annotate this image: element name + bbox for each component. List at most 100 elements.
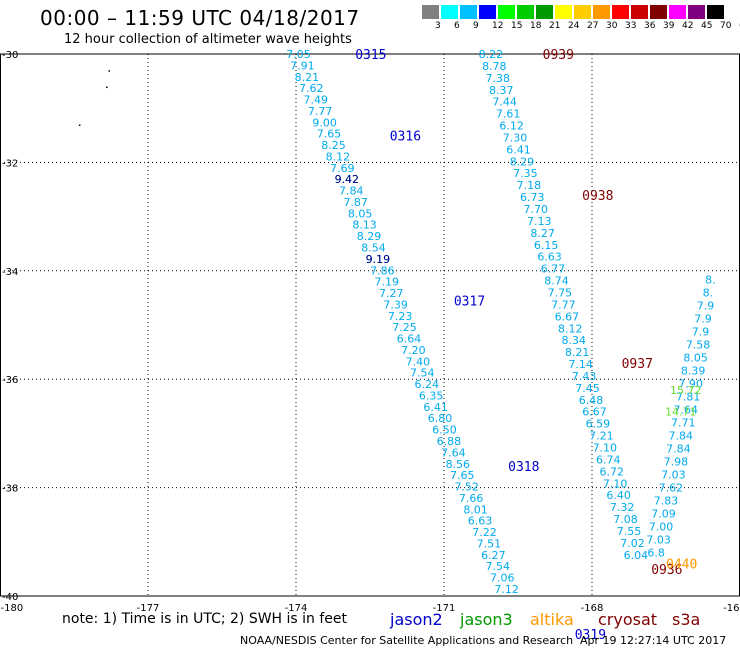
wave-height-label: 7.54 <box>410 367 435 380</box>
wave-height-label: 6.15 <box>534 239 559 252</box>
wave-height-label: 6.04 <box>624 549 649 562</box>
wave-height-label: 8.29 <box>357 230 382 243</box>
wave-height-label: 6.73 <box>520 191 545 204</box>
legend-item-cryosat: cryosat <box>598 610 658 629</box>
scale-label: 42 <box>682 21 694 31</box>
stray-point <box>108 70 111 72</box>
wave-height-label: 6.41 <box>506 143 531 156</box>
wave-height-label: 9.00 <box>312 116 337 129</box>
wave-height-label: 7.21 <box>589 430 614 443</box>
scale-label: 21 <box>549 21 561 31</box>
wave-height-label-high: 9.19 <box>366 253 391 266</box>
scale-swatch <box>631 5 648 19</box>
scale-swatch <box>555 5 572 19</box>
scale-swatch <box>422 5 439 19</box>
pass-time-label: 0318 <box>508 460 539 475</box>
y-tick-label: -40 <box>2 592 18 603</box>
wave-height-label: 8.22 <box>479 48 504 61</box>
wave-height-label: 8.78 <box>482 60 507 73</box>
wave-height-label: 6.8 <box>647 547 665 560</box>
wave-height-label: 7.54 <box>486 560 511 573</box>
wave-height-label: 7.77 <box>551 298 576 311</box>
legend-item-jason3: jason3 <box>460 610 513 629</box>
wave-height-label: 7.18 <box>517 179 542 192</box>
wave-height-label: 6.67 <box>555 310 580 323</box>
scale-label: 33 <box>625 21 637 31</box>
wave-height-label: 6.41 <box>423 401 448 414</box>
scale-label: 18 <box>530 21 542 31</box>
wave-height-label: 7.13 <box>527 215 552 228</box>
legend-item-jason2: jason2 <box>390 610 443 629</box>
wave-height-label-high: 9.42 <box>335 173 360 186</box>
scale-swatch <box>479 5 496 19</box>
wave-height-label: 8.25 <box>321 139 346 152</box>
wave-height-label: 15.72 <box>670 384 702 397</box>
scale-swatch <box>536 5 553 19</box>
scale-swatch <box>650 5 667 19</box>
stray-point <box>78 124 81 126</box>
wave-height-label: 7.81 <box>676 391 701 404</box>
wave-height-label: 8.05 <box>348 207 373 220</box>
wave-height-label: 7.90 <box>678 378 703 391</box>
scale-swatch <box>498 5 515 19</box>
wave-height-label: 6.35 <box>419 389 444 402</box>
wave-height-label: 8.21 <box>295 71 320 84</box>
wave-height-label: 7.9 <box>692 326 710 339</box>
scale-swatch <box>517 5 534 19</box>
wave-height-label: 7.08 <box>613 513 638 526</box>
scale-label: 30 <box>606 21 618 31</box>
legend-item-s3a: s3a <box>672 610 701 629</box>
wave-height-label: 7.55 <box>617 525 642 538</box>
scale-label: 70 <box>720 21 732 31</box>
wave-height-label: 7.38 <box>486 72 511 85</box>
wave-height-label: 7.03 <box>661 469 686 482</box>
wave-height-label: 7.84 <box>339 185 364 198</box>
wave-height-label: 7.64 <box>673 404 698 417</box>
wave-height-label: 7.64 <box>441 446 466 459</box>
x-tick-label: -171 <box>433 603 456 614</box>
credit-text: NOAA/NESDIS Center for Satellite Applica… <box>240 634 574 647</box>
pass-time-label: 0939 <box>543 48 574 63</box>
wave-height-label: 7.25 <box>392 321 417 334</box>
pass-time-label: 0317 <box>454 295 485 310</box>
wave-height-label: 7.12 <box>494 583 519 596</box>
wave-height-label: 6.77 <box>541 263 566 276</box>
wave-height-label: 7.03 <box>646 534 671 547</box>
wave-height-label: 7.23 <box>388 310 413 323</box>
scale-swatch <box>669 5 686 19</box>
wave-height-label: 6.80 <box>428 412 453 425</box>
wave-height-label: 7.77 <box>308 105 333 118</box>
pass-time-label: 0316 <box>390 129 421 144</box>
wave-height-label: 8.13 <box>352 219 377 232</box>
wave-height-label: 7.61 <box>496 108 521 121</box>
wave-height-label: 7.49 <box>303 94 328 107</box>
wave-height-label: 7.87 <box>343 196 368 209</box>
wave-height-label: 8.27 <box>530 227 555 240</box>
wave-height-label: 8. <box>703 286 714 299</box>
wave-height-label: 7.65 <box>317 128 342 141</box>
wave-height-label: 8.56 <box>446 458 471 471</box>
wave-height-label: 8.29 <box>510 155 535 168</box>
wave-height-label: 7.22 <box>472 526 497 539</box>
scale-label: 27 <box>587 21 599 31</box>
y-tick-label: -34 <box>2 267 18 278</box>
wave-height-label: 6.50 <box>432 424 457 437</box>
wave-height-label: 7.65 <box>450 469 475 482</box>
page-title: 00:00 – 11:59 UTC 04/18/2017 <box>40 6 360 30</box>
wave-height-label: 7.44 <box>492 96 517 109</box>
y-tick-label: -38 <box>2 484 18 495</box>
pass-time-label: 0315 <box>355 48 386 63</box>
scale-swatch <box>612 5 629 19</box>
wave-height-label: 7.39 <box>383 298 408 311</box>
wave-height-label: 7.83 <box>654 495 679 508</box>
wave-height-label: 7.71 <box>671 417 696 430</box>
x-tick-label: -180 <box>1 603 24 614</box>
scale-label: 9 <box>473 21 479 31</box>
y-tick-label: -36 <box>2 375 18 386</box>
wave-height-label: 8.05 <box>683 352 708 365</box>
wave-height-label: 9.19 <box>366 253 391 266</box>
y-tick-label: -32 <box>2 158 18 169</box>
scale-swatch <box>441 5 458 19</box>
wave-height-label: 8.12 <box>326 150 351 163</box>
wave-height-label: 7.70 <box>524 203 549 216</box>
